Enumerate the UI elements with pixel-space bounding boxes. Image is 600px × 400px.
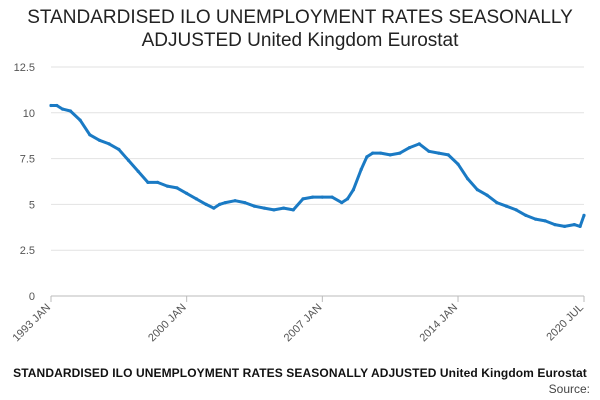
chart-title: STANDARDISED ILO UNEMPLOYMENT RATES SEAS… [20,6,580,52]
data-point [282,206,286,210]
data-point [582,213,586,217]
data-point [117,147,121,151]
data-point [97,138,102,142]
data-point [291,208,295,212]
data-point [88,133,92,137]
data-point [252,204,257,208]
x-tick-label: 2014 JAN [417,302,460,345]
y-tick-label: 7.5 [20,154,35,166]
footer-chart-title: STANDARDISED ILO UNEMPLOYMENT RATES SEAS… [13,366,587,380]
data-point [365,155,369,159]
data-point [466,177,470,181]
data-point [311,195,315,199]
x-tick-label: 2020 JUL [544,302,586,344]
data-point [204,202,208,206]
y-tick-label: 2.5 [20,245,35,257]
data-point [475,188,479,192]
data-point [301,197,305,201]
data-point [233,199,237,203]
data-point [563,224,567,228]
data-point [578,224,582,228]
data-point [446,153,450,157]
data-point [218,202,222,206]
data-point [359,168,363,172]
data-point [68,109,72,113]
data-point [340,201,344,205]
data-point [408,146,412,150]
data-point [543,219,547,223]
gridlines [51,66,584,297]
data-point [417,142,421,146]
y-tick-label: 12.5 [14,62,35,74]
y-tick-label: 10 [23,108,35,120]
data-point [437,151,441,155]
data-point [55,103,59,108]
data-point [320,195,324,199]
chart-title-line-1: STANDARDISED ILO UNEMPLOYMENT RATES SEAS… [27,7,573,28]
data-point [456,162,460,166]
data-point [136,169,140,173]
y-tick-label: 5 [29,199,35,211]
data-point [78,118,82,122]
x-axis: 1993 JAN 2000 JAN 2007 JAN 2014 JAN 2020 JUL [10,296,586,344]
x-tick-label: 2000 JAN [146,302,189,345]
series-line-0 [49,104,586,228]
data-point [330,195,334,199]
data-point [485,193,489,197]
x-tick-label: 2007 JAN [282,302,325,345]
series-layer [49,103,586,228]
data-point [388,153,392,157]
data-point [194,197,198,201]
data-point [185,191,189,195]
data-point [156,180,160,184]
data-point [223,201,227,205]
data-point [272,208,276,212]
data-point [146,180,150,184]
data-point [212,206,216,210]
data-point [572,223,576,227]
data-point [514,208,518,212]
data-point [378,151,383,155]
data-point [351,188,355,192]
data-point [49,103,53,108]
data-point [398,151,402,155]
data-point [427,149,431,153]
data-point [345,197,350,201]
data-point [262,206,266,210]
y-tick-label: 0 [29,291,35,303]
data-point [243,201,247,205]
data-point [175,186,179,190]
data-point [371,151,375,155]
data-point [504,204,509,208]
y-axis-ticks: 0 2.5 5 7.5 10 12.5 [14,62,35,303]
data-point [61,107,65,111]
x-tick-label: 1993 JAN [10,302,53,345]
source-label: Source: [548,382,590,396]
data-point [495,201,499,205]
data-point [107,142,111,146]
data-point [533,217,538,221]
data-point [165,184,169,188]
data-point [553,223,557,227]
chart-title-line-2: ADJUSTED United Kingdom Eurostat [141,30,459,51]
data-point [524,213,528,217]
data-point [126,158,131,162]
